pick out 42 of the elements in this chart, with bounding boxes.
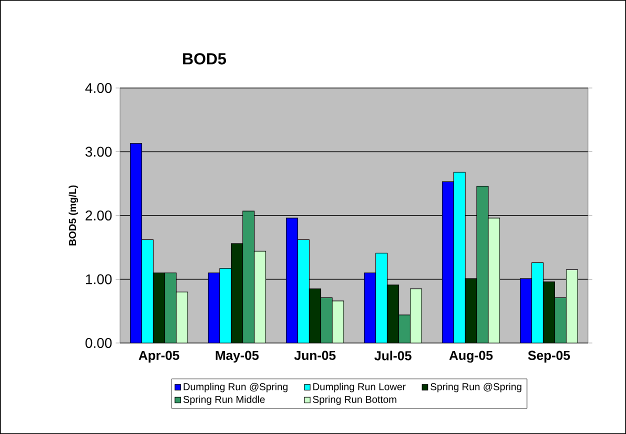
x-tick-label: May-05: [216, 350, 259, 363]
bar: [520, 278, 532, 343]
legend-label: Spring Run @Spring: [430, 382, 522, 392]
y-tick-label: 1.00: [86, 274, 112, 284]
bar: [476, 186, 489, 343]
y-tick-label: 0.00: [86, 338, 112, 348]
bar: [208, 272, 220, 343]
y-tick-label: 4.00: [85, 83, 112, 93]
bar: [410, 288, 422, 343]
chart-title: BOD5: [183, 53, 226, 64]
bar: [242, 210, 255, 343]
bar: [164, 272, 177, 343]
y-tick-label: 3.00: [85, 146, 112, 157]
bar: [219, 268, 232, 343]
y-axis-title: BOD5 (mg/L): [68, 185, 78, 246]
bar: [320, 297, 333, 343]
bar: [488, 218, 500, 343]
bar: [141, 239, 154, 343]
bar: [254, 250, 266, 343]
bar: [130, 143, 142, 343]
x-tick-label: Apr-05: [138, 350, 180, 363]
legend-label: Dumpling Run Lower: [313, 382, 406, 392]
bar: [286, 218, 298, 343]
x-tick-label: Jul-05: [374, 350, 412, 360]
bar: [176, 292, 188, 343]
bar: [442, 181, 454, 343]
legend-label: Spring Run Middle: [183, 396, 265, 405]
bar: [398, 314, 411, 343]
bar: [332, 300, 344, 343]
bar: [566, 269, 578, 343]
bar: [297, 239, 310, 343]
bar: [531, 262, 544, 343]
x-tick-label: Sep-05: [528, 350, 570, 363]
bar: [364, 272, 376, 343]
legend-label: Spring Run Bottom: [312, 396, 396, 405]
bar: [453, 172, 466, 343]
bar: [554, 297, 567, 343]
x-tick-label: Jun-05: [294, 350, 336, 360]
bar: [375, 252, 388, 343]
y-tick-label: 2.00: [86, 210, 112, 220]
x-tick-label: Aug-05: [449, 350, 493, 363]
legend-label: Dumpling Run @Spring: [184, 382, 288, 392]
